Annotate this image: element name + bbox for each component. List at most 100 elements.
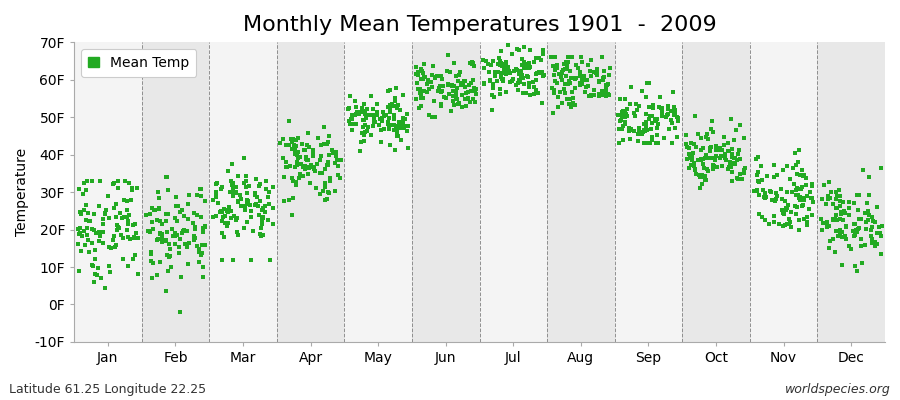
Point [574,81,589,88]
Point [815,220,830,226]
Point [158,210,173,217]
Point [737,170,751,176]
Point [726,155,741,161]
Point [430,73,445,79]
Point [758,190,772,196]
Point [580,76,595,83]
Point [830,193,844,199]
Point [177,212,192,219]
Point [511,69,526,75]
Point [120,207,134,214]
Point [558,90,572,96]
Point [612,126,626,132]
Point [75,233,89,240]
Point [330,157,345,164]
Point [190,212,204,218]
Point [716,134,731,140]
Point [389,84,403,91]
Point [598,82,613,88]
Point [419,81,434,87]
Point [668,111,682,117]
Point [667,104,681,110]
Point [254,224,268,231]
Point [448,88,463,94]
Point [162,241,176,247]
Point [500,70,515,76]
Point [833,211,848,217]
Point [292,154,307,160]
Point [116,234,130,241]
Point [529,70,544,76]
Point [416,95,430,101]
Point [195,264,210,271]
Point [526,78,541,85]
Point [98,207,112,213]
Point [774,196,788,202]
Point [875,222,889,229]
Point [381,120,395,127]
Point [297,147,311,153]
Point [820,219,834,226]
Point [681,145,696,152]
Point [789,186,804,192]
Point [726,136,741,143]
Point [874,251,888,258]
Point [120,226,134,233]
Point [655,112,670,119]
Point [246,228,260,234]
Point [776,208,790,215]
Point [450,96,464,102]
Point [224,208,238,214]
Point [496,61,510,67]
Point [503,69,517,76]
Point [356,123,370,130]
Point [167,233,182,240]
Point [321,162,336,168]
Point [644,113,659,119]
Point [617,121,632,127]
Point [511,87,526,93]
Point [602,92,616,98]
Point [842,199,856,206]
Point [286,195,301,201]
Point [289,142,303,149]
Point [523,64,537,70]
Point [482,69,496,75]
Point [466,59,481,66]
Point [796,172,811,178]
Point [190,192,204,198]
Point [381,119,395,125]
Point [806,182,820,189]
Point [770,193,785,199]
Point [563,80,578,87]
Point [321,190,336,196]
Point [457,78,472,84]
Point [307,166,321,172]
Point [378,112,392,118]
Point [798,182,813,188]
Point [535,100,549,106]
Point [706,129,720,136]
Point [522,65,536,72]
Point [649,140,663,146]
Point [398,116,412,122]
Point [182,192,196,198]
Point [477,65,491,72]
Point [829,196,843,202]
Text: worldspecies.org: worldspecies.org [785,383,891,396]
Point [632,103,646,109]
Point [866,218,880,225]
Point [322,132,337,139]
Point [301,163,315,170]
Point [147,207,161,214]
Point [214,208,229,214]
Point [221,209,236,215]
Point [639,123,653,129]
Point [551,94,565,100]
Point [865,236,879,243]
Point [421,77,436,84]
Point [374,115,389,121]
Point [400,111,414,118]
Point [284,211,299,218]
Point [564,89,579,95]
